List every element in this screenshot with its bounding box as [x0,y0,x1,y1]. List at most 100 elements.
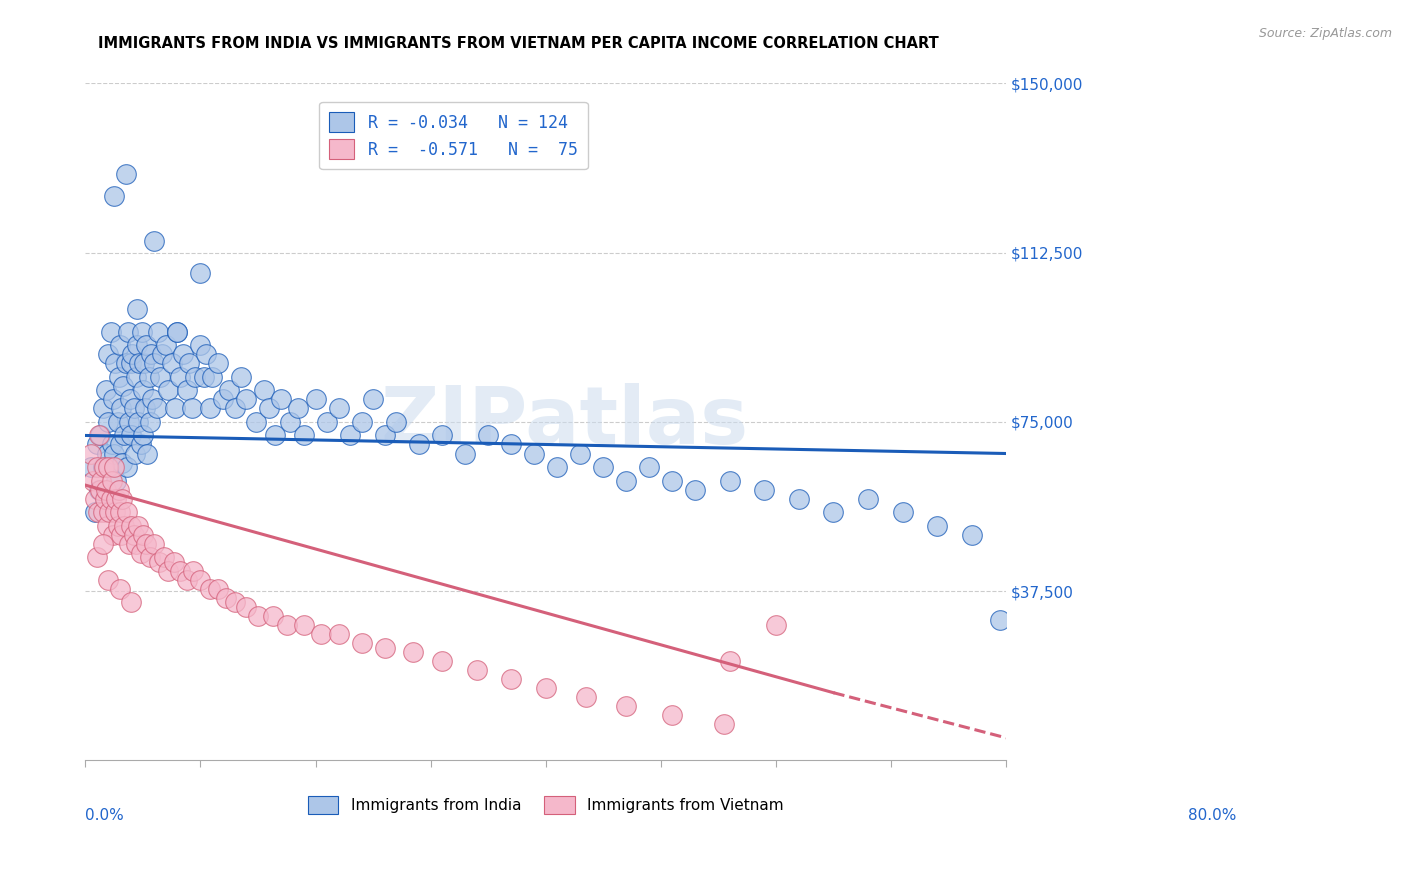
Point [245,415,267,429]
Point [108,437,131,451]
Point [104,505,127,519]
Point [91,401,114,416]
Legend: Immigrants from India, Immigrants from Vietnam: Immigrants from India, Immigrants from V… [302,789,790,821]
Point [97,460,120,475]
Point [96,446,118,460]
Text: Source: ZipAtlas.com: Source: ZipAtlas.com [1258,27,1392,40]
Point [212,392,235,407]
Point [107,369,129,384]
Point [134,401,156,416]
Point [139,415,162,429]
Point [80,460,103,475]
Point [183,369,205,384]
Point [101,527,124,541]
Point [575,690,598,705]
Point [124,446,146,460]
Point [114,428,136,442]
Point [143,235,166,249]
Point [120,428,142,442]
Point [501,437,523,451]
Point [115,505,138,519]
Point [103,460,125,475]
Point [408,437,430,451]
Point [100,491,122,506]
Point [143,537,166,551]
Point [129,546,152,560]
Point [125,369,148,384]
Point [264,428,287,442]
Point [107,518,129,533]
Point [925,518,948,533]
Point [661,708,683,723]
Point [155,338,177,352]
Point [292,618,315,632]
Point [87,505,110,519]
Point [94,491,117,506]
Point [718,474,741,488]
Point [132,384,155,398]
Point [98,460,121,475]
Point [224,595,246,609]
Point [132,527,155,541]
Point [103,189,125,203]
Point [215,591,238,605]
Point [96,518,118,533]
Point [111,491,134,506]
Point [87,428,110,442]
Point [477,428,499,442]
Point [190,266,212,280]
Point [125,537,148,551]
Point [160,356,183,370]
Point [136,446,159,460]
Point [718,654,741,668]
Point [120,595,142,609]
Point [97,573,120,587]
Point [501,672,523,686]
Point [166,325,188,339]
Point [350,415,373,429]
Point [193,369,215,384]
Point [114,356,136,370]
Point [235,599,257,614]
Point [276,618,298,632]
Point [198,401,221,416]
Point [91,505,114,519]
Text: 0.0%: 0.0% [86,808,124,822]
Point [614,699,637,714]
Point [374,640,396,655]
Point [787,491,810,506]
Point [181,401,204,416]
Point [83,505,105,519]
Point [402,645,425,659]
Point [169,369,191,384]
Point [98,505,121,519]
Point [152,347,174,361]
Point [713,717,735,731]
Point [91,537,114,551]
Point [111,456,134,470]
Point [309,627,332,641]
Point [91,460,114,475]
Text: ZIPatlas: ZIPatlas [380,383,748,461]
Point [287,401,309,416]
Point [328,627,350,641]
Point [86,437,108,451]
Point [105,491,128,506]
Point [146,325,169,339]
Point [143,356,166,370]
Point [89,428,111,442]
Point [122,527,145,541]
Point [104,356,127,370]
Point [128,356,150,370]
Point [262,609,284,624]
Point [127,338,149,352]
Point [224,401,246,416]
Point [101,392,124,407]
Point [765,618,787,632]
Point [139,347,162,361]
Point [259,401,281,416]
Point [183,564,205,578]
Point [339,428,361,442]
Point [94,483,117,497]
Point [100,325,122,339]
